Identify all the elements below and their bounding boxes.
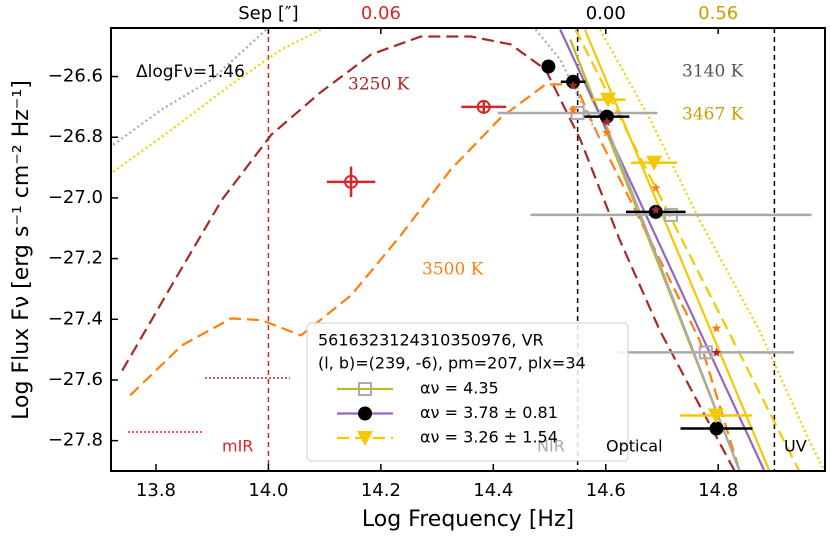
model-line xyxy=(112,28,602,146)
legend-label: αν = 3.26 ± 1.54 xyxy=(420,428,558,447)
top-tick-label: Sep [″] xyxy=(238,3,298,24)
annotation: ΔlogFν=1.46 xyxy=(136,62,245,82)
annotation: UV xyxy=(784,437,807,456)
legend xyxy=(306,322,629,462)
point xyxy=(651,182,661,192)
annotation: NIR xyxy=(537,437,565,456)
legend-label: αν = 4.35 xyxy=(420,379,499,398)
point xyxy=(344,174,359,189)
point xyxy=(568,104,578,114)
legend-label: αν = 3.78 ± 0.81 xyxy=(420,403,558,422)
annotation: 3250 K xyxy=(348,75,410,95)
y-axis-label: Log Flux Fν [erg s⁻¹ cm⁻² Hz⁻¹] xyxy=(9,80,34,420)
y-tick-label: −27.2 xyxy=(48,248,103,269)
point xyxy=(709,421,724,436)
y-tick-label: −27.0 xyxy=(48,187,103,208)
y-tick-label: −27.6 xyxy=(48,369,103,390)
point xyxy=(602,117,612,127)
point xyxy=(711,323,722,333)
x-tick-label: 13.8 xyxy=(136,480,176,501)
model-line xyxy=(121,35,736,471)
annotation: Optical xyxy=(606,437,663,456)
annotation: 3500 K xyxy=(422,260,484,280)
point xyxy=(358,382,372,396)
point xyxy=(707,408,724,424)
point xyxy=(646,155,663,171)
x-axis-label: Log Frequency [Hz] xyxy=(362,507,574,532)
point xyxy=(476,99,491,114)
point xyxy=(599,109,614,124)
plot-area xyxy=(112,28,825,471)
x-tick-label: 14.4 xyxy=(473,480,513,501)
y-tick-label: −26.6 xyxy=(48,66,103,87)
point xyxy=(358,406,372,421)
frame xyxy=(110,27,826,472)
x-tick-label: 14.2 xyxy=(361,480,401,501)
point xyxy=(357,431,373,446)
model-line xyxy=(112,28,825,471)
annotation: 3467 K xyxy=(682,105,744,125)
model-line xyxy=(129,83,741,471)
y-tick-label: −27.8 xyxy=(48,430,103,451)
point xyxy=(568,80,578,90)
top-tick-label: 0.06 xyxy=(361,3,401,24)
point xyxy=(698,345,713,360)
model-line xyxy=(559,29,766,471)
x-tick-label: 14.0 xyxy=(248,480,288,501)
x-tick-label: 14.6 xyxy=(586,480,626,501)
top-tick-label: 0.00 xyxy=(586,3,626,24)
legend-title: (l, b)=(239, -6), pm=207, plx=34 xyxy=(318,354,586,373)
y-tick-label: −26.8 xyxy=(48,126,103,147)
legend-title: 5616323124310350976, VR xyxy=(318,331,544,350)
top-tick-label: 0.56 xyxy=(698,3,738,24)
point xyxy=(711,347,722,357)
x-tick-label: 14.8 xyxy=(698,480,738,501)
point xyxy=(541,59,556,74)
y-tick-label: −27.4 xyxy=(48,308,103,329)
annotation: 3140 K xyxy=(682,62,744,82)
point xyxy=(602,127,612,137)
model-line xyxy=(583,29,771,471)
point xyxy=(663,207,678,222)
point xyxy=(599,92,616,108)
point xyxy=(651,205,661,215)
model-line xyxy=(574,29,801,471)
annotation: mIR xyxy=(222,437,253,456)
